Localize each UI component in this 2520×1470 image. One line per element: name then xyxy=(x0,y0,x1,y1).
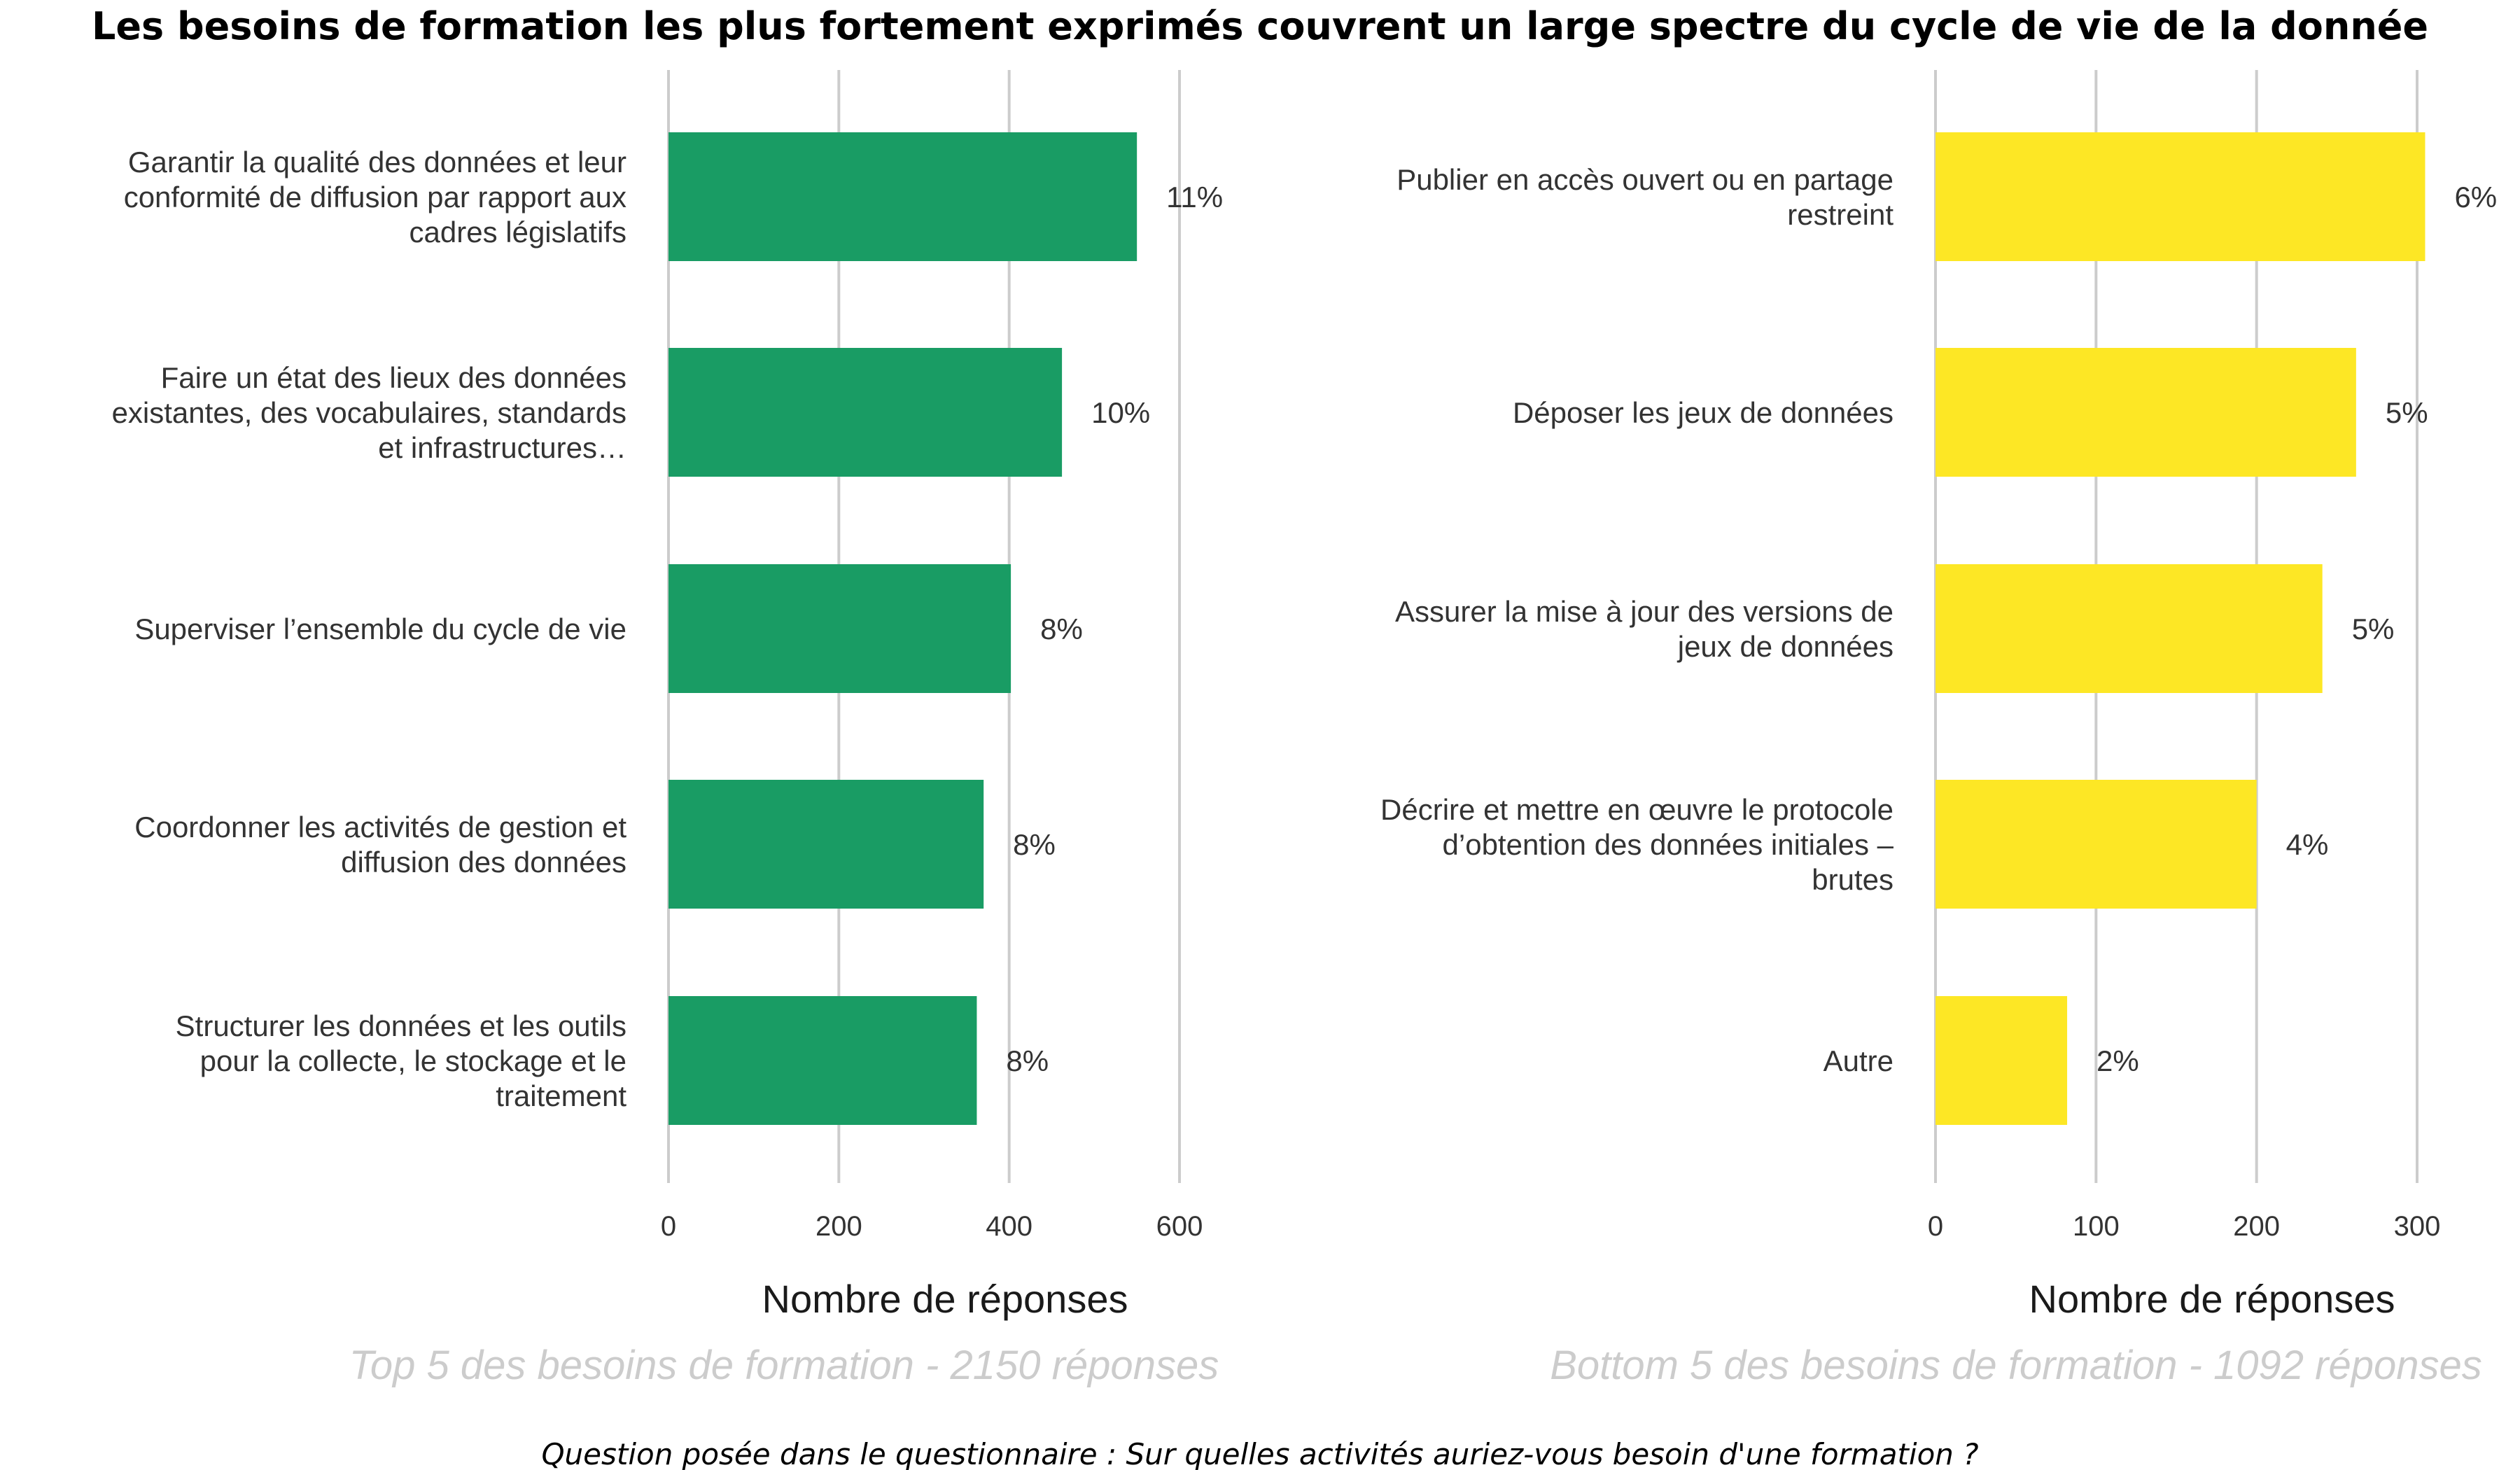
panel-top-5: 0 200 400 600 Garantir la qualité des donnée… xyxy=(112,70,1223,1388)
data-label: 2% xyxy=(2096,1044,2139,1077)
data-label: 5% xyxy=(2352,612,2395,645)
panel-caption: Top 5 des besoins de formation - 2150 ré… xyxy=(349,1343,1219,1388)
x-tick-label: 200 xyxy=(816,1211,862,1242)
panel-bottom-5: 0 100 200 300 Publier en accès ouvert ou en … xyxy=(1380,70,2497,1388)
bar xyxy=(668,564,1011,693)
category-label: Garantir la qualité des données et leur c… xyxy=(124,146,626,248)
x-tick-label: 0 xyxy=(661,1211,676,1242)
data-label: 11% xyxy=(1166,181,1223,214)
panel-caption: Bottom 5 des besoins de formation - 1092… xyxy=(1550,1343,2482,1388)
x-tick-label: 100 xyxy=(2073,1211,2120,1242)
category-label: Décrire et mettre en œuvre le protocole d… xyxy=(1380,793,1894,896)
bar xyxy=(1935,996,2068,1125)
category-label: Coordonner les activités de gestion et di… xyxy=(134,811,626,878)
chart-title: Les besoins de formation les plus fortem… xyxy=(92,4,2428,48)
category-label: Déposer les jeux de données xyxy=(1513,396,1893,429)
category-label: Faire un état des lieux des données exist… xyxy=(112,361,626,464)
bar xyxy=(668,780,984,909)
bar xyxy=(1935,348,2356,477)
bar xyxy=(668,132,1138,261)
x-axis-title: Nombre de réponses xyxy=(2029,1277,2395,1321)
bar xyxy=(1935,564,2323,693)
category-label: Autre xyxy=(1823,1044,1893,1077)
data-label: 8% xyxy=(1006,1044,1049,1077)
bar xyxy=(668,348,1063,477)
x-tick-label: 400 xyxy=(986,1211,1032,1242)
category-label: Publier en accès ouvert ou en partage res… xyxy=(1396,163,1893,231)
data-label: 6% xyxy=(2454,181,2497,214)
data-label: 8% xyxy=(1040,612,1083,645)
category-label: Superviser l’ensemble du cycle de vie xyxy=(134,612,626,645)
category-label: Assurer la mise à jour des versions de je… xyxy=(1395,595,1893,663)
data-label: 10% xyxy=(1091,396,1150,429)
x-tick-label: 0 xyxy=(1928,1211,1943,1242)
bar xyxy=(1935,780,2257,909)
data-label: 5% xyxy=(2386,396,2428,429)
x-tick-label: 200 xyxy=(2233,1211,2280,1242)
x-axis-title: Nombre de réponses xyxy=(762,1277,1128,1321)
bar xyxy=(668,996,977,1125)
x-tick-label: 300 xyxy=(2394,1211,2441,1242)
category-label: Structurer les données et les outils pour… xyxy=(176,1009,627,1112)
x-tick-label: 600 xyxy=(1156,1211,1203,1242)
data-label: 8% xyxy=(1013,828,1056,861)
data-label: 4% xyxy=(2286,828,2329,861)
bar xyxy=(1935,132,2426,261)
footer-question: Question posée dans le questionnaire : S… xyxy=(541,1437,1978,1470)
